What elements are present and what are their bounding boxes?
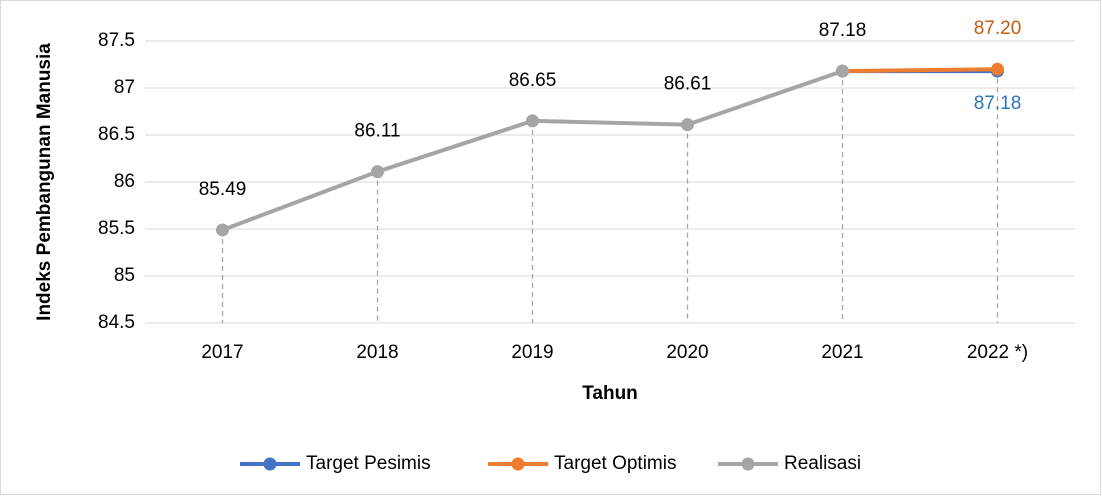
data-label: 87.18 [819,20,867,41]
marker [836,64,849,78]
marker [216,223,229,237]
x-tick-label: 2022 *) [967,342,1028,363]
y-tick-label: 86.5 [98,124,135,145]
data-label: 86.61 [664,74,712,95]
data-label: 85.49 [199,179,247,200]
legend-label: Target Optimis [554,453,676,474]
y-tick-label: 87.5 [98,30,135,51]
legend-label: Realisasi [784,453,861,474]
legend-marker [741,457,755,471]
y-tick-label: 84.5 [98,312,135,333]
x-tick-label: 2018 [356,342,398,363]
x-tick-label: 2017 [201,342,243,363]
y-tick-label: 85 [114,265,135,286]
x-axis-title: Tahun [582,383,638,404]
marker [526,114,539,128]
x-tick-label: 2020 [666,342,708,363]
y-axis-title: Indeks Pembangunan Manusia [34,43,55,321]
marker [681,118,694,132]
y-tick-label: 85.5 [98,218,135,239]
marker [371,165,384,179]
legend-label: Target Pesimis [306,453,431,474]
data-label: 86.65 [509,70,557,91]
series-line [842,67,998,74]
x-tick-label: 2019 [511,342,553,363]
data-label: 87.18 [974,93,1022,114]
legend-marker [263,457,277,471]
data-label: 87.20 [974,18,1022,39]
marker [991,62,1004,76]
data-label: 86.11 [354,121,400,142]
legend-marker [511,457,525,471]
y-tick-label: 87 [114,77,135,98]
x-tick-label: 2021 [821,342,863,363]
y-tick-label: 86 [114,171,135,192]
